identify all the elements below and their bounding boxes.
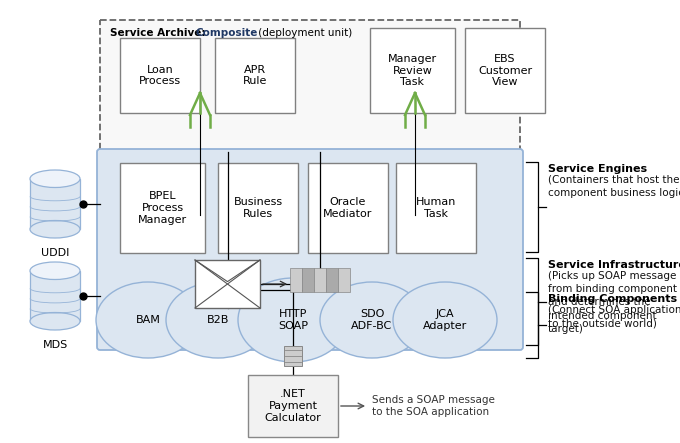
Bar bbox=[302, 268, 314, 292]
Bar bbox=[120, 163, 205, 253]
Polygon shape bbox=[30, 271, 80, 321]
Text: .NET
Payment
Calculator: .NET Payment Calculator bbox=[265, 389, 322, 423]
Ellipse shape bbox=[30, 312, 80, 330]
Ellipse shape bbox=[30, 221, 80, 238]
Text: Sends a SOAP message
to the SOA application: Sends a SOAP message to the SOA applicat… bbox=[372, 395, 495, 417]
Text: EBS
Customer
View: EBS Customer View bbox=[478, 54, 532, 87]
Bar bbox=[326, 268, 338, 292]
Text: APR
Rule: APR Rule bbox=[243, 65, 267, 86]
Text: SDO
ADF-BC: SDO ADF-BC bbox=[352, 309, 392, 331]
Text: Business
Rules: Business Rules bbox=[233, 197, 283, 219]
Text: (deployment unit): (deployment unit) bbox=[255, 28, 352, 38]
Text: Service Engines: Service Engines bbox=[548, 164, 647, 174]
Text: (Containers that host the
component business logic): (Containers that host the component busi… bbox=[548, 175, 680, 198]
Text: Oracle
Mediator: Oracle Mediator bbox=[323, 197, 373, 219]
Text: Human
Task: Human Task bbox=[415, 197, 456, 219]
Text: B2B: B2B bbox=[207, 315, 229, 325]
Text: UDDI: UDDI bbox=[41, 248, 69, 258]
Bar bbox=[120, 38, 200, 113]
Bar bbox=[314, 268, 326, 292]
Text: (Picks up SOAP message
from binding component
and determines the
intended compon: (Picks up SOAP message from binding comp… bbox=[548, 271, 677, 334]
Bar bbox=[100, 20, 520, 215]
Text: MDS: MDS bbox=[42, 340, 67, 350]
Ellipse shape bbox=[238, 278, 348, 362]
Text: Service Archive:: Service Archive: bbox=[110, 28, 209, 38]
Bar bbox=[215, 38, 295, 113]
Bar bbox=[338, 268, 350, 292]
FancyBboxPatch shape bbox=[97, 149, 523, 350]
Bar bbox=[248, 375, 338, 437]
Bar bbox=[195, 260, 260, 308]
Bar bbox=[218, 163, 298, 253]
Ellipse shape bbox=[393, 282, 497, 358]
Ellipse shape bbox=[166, 282, 270, 358]
Ellipse shape bbox=[30, 170, 80, 187]
Text: Manager
Review
Task: Manager Review Task bbox=[388, 54, 437, 87]
Text: Composite: Composite bbox=[195, 28, 257, 38]
Polygon shape bbox=[30, 179, 80, 229]
Bar bbox=[465, 28, 545, 113]
Text: HTTP
SOAP: HTTP SOAP bbox=[278, 309, 308, 331]
Bar bbox=[308, 163, 388, 253]
Text: JCA
Adapter: JCA Adapter bbox=[423, 309, 467, 331]
Ellipse shape bbox=[320, 282, 424, 358]
Bar bbox=[284, 346, 302, 366]
Text: BPEL
Process
Manager: BPEL Process Manager bbox=[138, 191, 187, 225]
Ellipse shape bbox=[96, 282, 200, 358]
Text: (Connect SOA applications
to the outside world): (Connect SOA applications to the outside… bbox=[548, 305, 680, 328]
Bar bbox=[290, 268, 302, 292]
Text: BAM: BAM bbox=[135, 315, 160, 325]
Bar bbox=[396, 163, 476, 253]
Text: Loan
Process: Loan Process bbox=[139, 65, 181, 86]
Bar bbox=[370, 28, 455, 113]
Text: Service Infrastructure: Service Infrastructure bbox=[548, 260, 680, 270]
Ellipse shape bbox=[30, 262, 80, 280]
Text: Binding Components: Binding Components bbox=[548, 294, 677, 304]
